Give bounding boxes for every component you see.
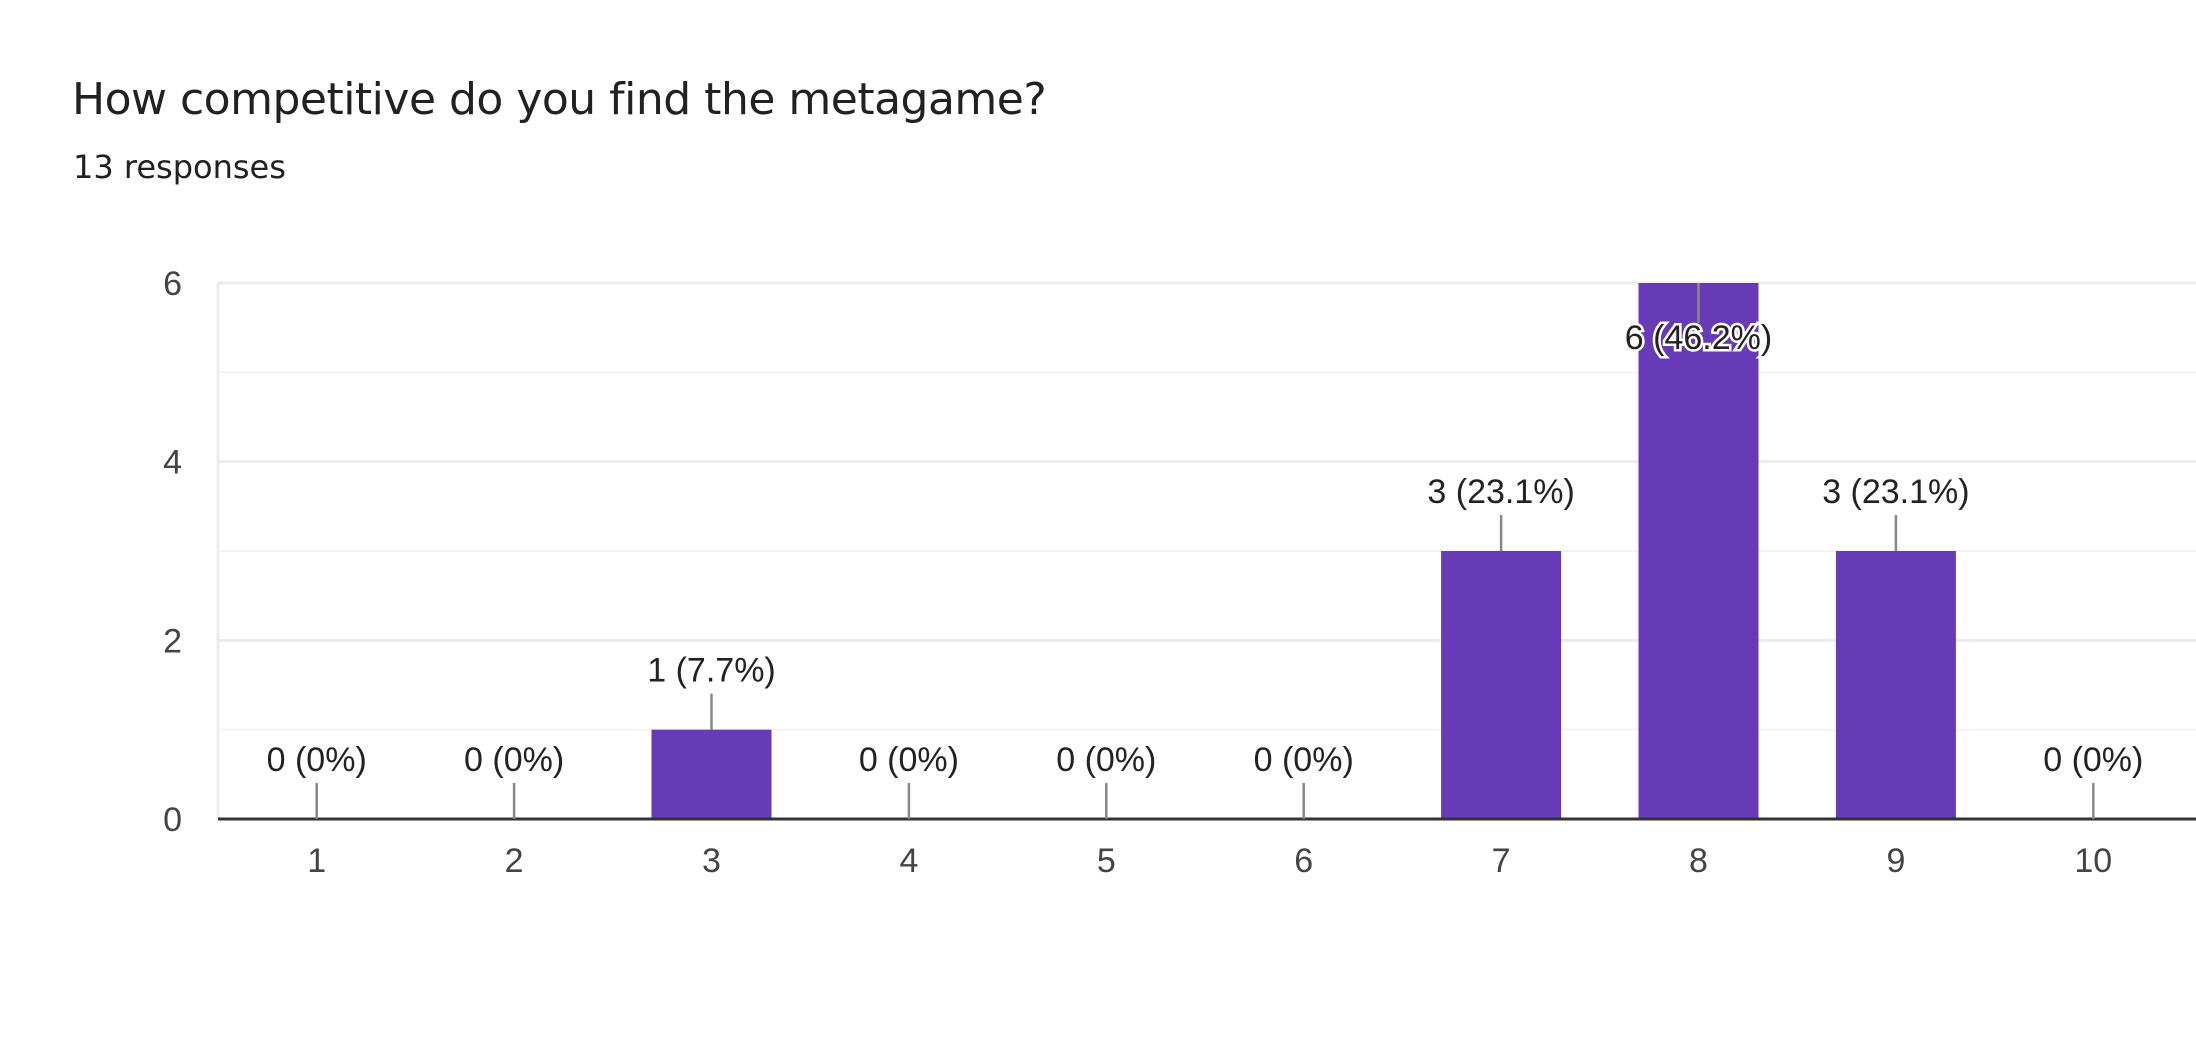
x-tick-label: 2 [505,842,524,880]
axes: 0 2 4 6 1 2 3 4 5 6 7 8 9 10 [163,265,2196,880]
chart-title: How competitive do you find the metagame… [72,74,1047,125]
response-count: 13 responses [73,148,286,186]
data-label: 1 (7.7%) [647,652,776,690]
bar [651,729,772,819]
x-tick-label: 5 [1097,842,1116,880]
data-label: 0 (0%) [1254,741,1354,779]
data-label: 0 (0%) [859,741,959,779]
x-tick-label: 8 [1689,842,1708,880]
x-tick-label: 7 [1492,842,1511,880]
data-label: 6 (46.2%) [1625,319,1772,357]
y-tick-label: 4 [163,444,182,482]
y-tick-label: 2 [163,622,182,660]
data-label: 0 (0%) [2043,741,2143,779]
bar [1638,283,1759,819]
x-tick-label: 9 [1886,842,1905,880]
x-tick-label: 3 [702,842,721,880]
y-tick-label: 0 [163,801,182,839]
data-label: 0 (0%) [464,741,564,779]
bars [651,283,1956,819]
data-labels: 0 (0%) 0 (0%) 1 (7.7%) 0 (0%) 0 (0%) 0 (0%) 3 … [267,283,2143,819]
bar [1441,551,1562,819]
bar [1835,551,1956,819]
x-tick-label: 10 [2074,842,2112,880]
data-label: 0 (0%) [267,741,367,779]
data-label: 3 (23.1%) [1822,473,1969,511]
x-tick-label: 1 [307,842,326,880]
x-tick-label: 6 [1294,842,1313,880]
data-label: 0 (0%) [1056,741,1156,779]
y-tick-label: 6 [163,265,182,303]
data-label: 3 (23.1%) [1427,473,1574,511]
x-tick-label: 4 [899,842,918,880]
